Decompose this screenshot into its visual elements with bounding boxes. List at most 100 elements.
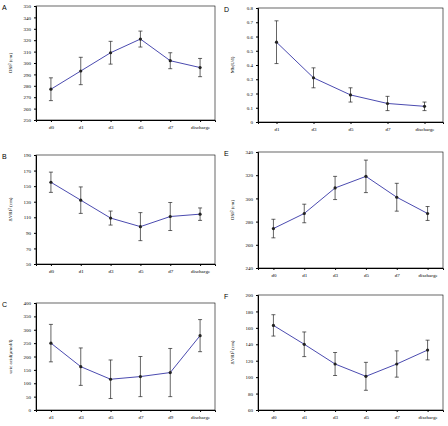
x-axis: d0d1d3d5d7discharge	[259, 268, 444, 278]
x-tick-label: d7	[168, 269, 174, 274]
panel: 507090110130150170190d0d1d3d5d7discharge	[24, 153, 216, 273]
plot-frame	[258, 152, 443, 268]
error-cap	[333, 375, 337, 376]
x-tick: d5	[138, 120, 144, 130]
x-tick-label: d1	[275, 127, 281, 132]
point	[303, 343, 306, 346]
x-tick: d3	[79, 410, 85, 420]
error-cap	[423, 102, 427, 103]
error-cap	[333, 176, 337, 177]
panel-title: A	[2, 4, 7, 11]
error-cap	[271, 219, 275, 220]
y-tick: 0.1	[247, 106, 258, 111]
y-tick: 400	[24, 301, 37, 306]
y-tick-label: 60	[248, 408, 254, 413]
y-tick-label: 260	[246, 243, 254, 248]
error-cap	[275, 20, 279, 21]
point	[423, 105, 426, 108]
error-cap	[349, 87, 353, 88]
x-tick: discharge	[419, 410, 439, 420]
y-axis-title: OSI² (cm)	[8, 53, 13, 74]
error-cap	[302, 356, 306, 357]
marks	[271, 315, 429, 391]
error-cap	[168, 68, 172, 69]
error-cap	[198, 207, 202, 208]
error-cap	[426, 340, 430, 341]
x-tick: d5	[138, 264, 144, 274]
y-tick-label: 0.6	[247, 35, 254, 40]
error-cap	[79, 186, 83, 187]
x-tick-mark	[140, 120, 141, 122]
error-cap	[271, 336, 275, 337]
y-tick-label: 340	[24, 16, 32, 21]
error-cap	[168, 202, 172, 203]
point	[198, 334, 201, 337]
point	[333, 362, 336, 365]
error-cap	[198, 58, 202, 59]
x-tick-label: discharge	[191, 125, 211, 130]
x-tick-label: d3	[333, 273, 339, 278]
x-tick-label: d1	[302, 273, 308, 278]
y-tick-label: 0.1	[247, 106, 254, 111]
y-axis: 050100150200250300350400	[24, 301, 37, 413]
x-axis-line	[37, 411, 216, 413]
error-cap	[426, 206, 430, 207]
error-cap	[364, 160, 368, 161]
y-tick: 350	[24, 314, 37, 319]
error-cap	[79, 347, 83, 348]
point	[395, 362, 398, 365]
x-tick-label: d5	[364, 415, 370, 420]
y-tick-label: 300	[24, 328, 32, 333]
y-axis: 6080100120140160180200	[246, 293, 259, 413]
panel: 250260270280290300310320330340350d0d1d3d…	[24, 4, 216, 129]
error-cap	[198, 220, 202, 221]
y-tick: 0.2	[247, 92, 258, 97]
y-tick: 300	[246, 197, 259, 202]
y-tick: 260	[24, 107, 37, 112]
y-tick-label: 310	[24, 50, 32, 55]
y-tick-label: 80	[248, 392, 254, 397]
y-tick-label: 130	[24, 200, 32, 205]
panel: 050100150200250300350400d1d3d5d7d9discha…	[24, 301, 216, 419]
y-tick-label: 180	[246, 310, 254, 315]
y-tick-label: 280	[24, 84, 32, 89]
y-tick-label: 190	[24, 153, 32, 158]
error-cap	[49, 361, 53, 362]
point	[426, 212, 429, 215]
x-tick-label: discharge	[191, 269, 211, 274]
y-tick: 0.7	[247, 20, 258, 25]
y-tick-label: 110	[24, 215, 32, 220]
panel: 6080100120140160180200d0d1d3d5d7discharg…	[246, 293, 444, 419]
marks	[49, 172, 202, 241]
point	[312, 76, 315, 79]
x-tick: d5	[109, 410, 115, 420]
y-tick-label: 150	[24, 368, 32, 373]
y-tick-label: 0	[251, 120, 254, 125]
x-tick-label: d3	[312, 127, 318, 132]
x-tick: d1	[302, 410, 308, 420]
error-cap	[49, 100, 53, 101]
y-tick-label: 0.2	[247, 92, 254, 97]
x-tick-mark	[314, 122, 315, 124]
y-tick: 0	[29, 408, 37, 413]
point	[169, 215, 172, 218]
error-cap	[333, 352, 337, 353]
y-tick: 70	[26, 247, 36, 252]
point	[139, 37, 142, 40]
error-cap	[138, 396, 142, 397]
x-axis: d0d1d3d5d7discharge	[259, 410, 444, 420]
error-cap	[426, 359, 430, 360]
y-tick-label: 100	[246, 375, 254, 380]
error-cap	[333, 199, 337, 200]
y-tick: 320	[246, 173, 259, 178]
x-tick-label: discharge	[419, 273, 439, 278]
error-cap	[79, 385, 83, 386]
x-tick-label: discharge	[191, 415, 211, 420]
error-cap	[386, 96, 390, 97]
y-axis-title: ΔVRI² (cm)	[230, 340, 235, 364]
marks	[49, 31, 202, 101]
y-tick: 100	[24, 381, 37, 386]
x-tick-label: d0	[49, 125, 55, 130]
y-tick-label: 160	[246, 326, 254, 331]
panel-title: E	[224, 150, 229, 157]
